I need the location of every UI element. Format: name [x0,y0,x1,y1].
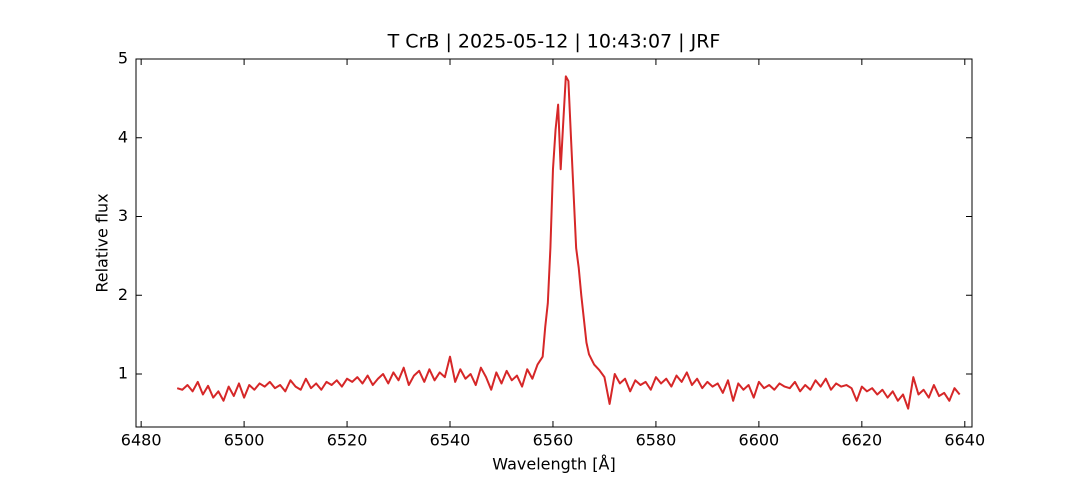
x-tick-label: 6520 [327,431,368,450]
x-axis-label: Wavelength [Å] [492,455,615,474]
x-tick-label: 6580 [636,431,677,450]
x-tick-label: 6640 [944,431,985,450]
x-tick-label: 6500 [224,431,265,450]
x-tick-label: 6540 [430,431,471,450]
y-tick-label: 4 [118,127,128,146]
y-tick-label: 2 [118,285,128,304]
y-tick-label: 1 [118,364,128,383]
y-axis-label: Relative flux [93,193,112,292]
x-tick-label: 6620 [841,431,882,450]
plot-frame [135,58,973,428]
y-tick-label: 3 [118,206,128,225]
spectrum-line [176,75,961,410]
x-tick-label: 6600 [739,431,780,450]
y-tick-label: 5 [118,49,128,68]
x-tick-label: 6560 [533,431,574,450]
chart-title: T CrB | 2025-05-12 | 10:43:07 | JRF [387,31,721,53]
x-tick-label: 6480 [121,431,162,450]
